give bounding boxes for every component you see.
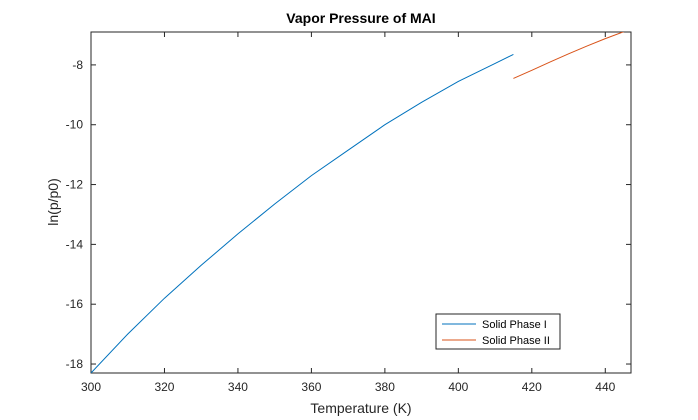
- axes-box: [90, 31, 632, 374]
- x-tick-label: 340: [228, 380, 248, 394]
- y-axis-label: ln(p/p0): [45, 178, 61, 225]
- series-line-1: [91, 53, 514, 373]
- legend-label: Solid Phase I: [482, 319, 547, 331]
- chart-title: Vapor Pressure of MAI: [286, 10, 435, 26]
- x-tick-label: 400: [448, 380, 468, 394]
- x-tick-label: 420: [522, 380, 542, 394]
- x-tick-label: 300: [81, 380, 101, 394]
- series-layer: [91, 32, 625, 373]
- legend-box: [435, 313, 561, 350]
- plot-area: [90, 31, 632, 374]
- y-axis-ticks: -18 -16 -14 -12 -10 -8: [66, 58, 631, 371]
- y-tick-label: -14: [66, 237, 84, 251]
- x-axis-label: Temperature (K): [310, 400, 411, 416]
- x-axis-ticks: 300 320 340 360 380 400 420 440: [81, 32, 616, 394]
- x-tick-label: 440: [595, 380, 615, 394]
- y-tick-label: -8: [72, 58, 83, 72]
- y-tick-label: -16: [66, 297, 84, 311]
- y-tick-label: -18: [66, 357, 84, 371]
- x-tick-label: 380: [375, 380, 395, 394]
- y-tick-label: -12: [66, 178, 84, 192]
- legend: Solid Phase I Solid Phase II: [435, 313, 561, 350]
- x-tick-label: 320: [154, 380, 174, 394]
- series-line-2: [513, 32, 625, 79]
- legend-label: Solid Phase II: [482, 335, 550, 347]
- y-tick-label: -10: [66, 118, 84, 132]
- x-tick-label: 360: [301, 380, 321, 394]
